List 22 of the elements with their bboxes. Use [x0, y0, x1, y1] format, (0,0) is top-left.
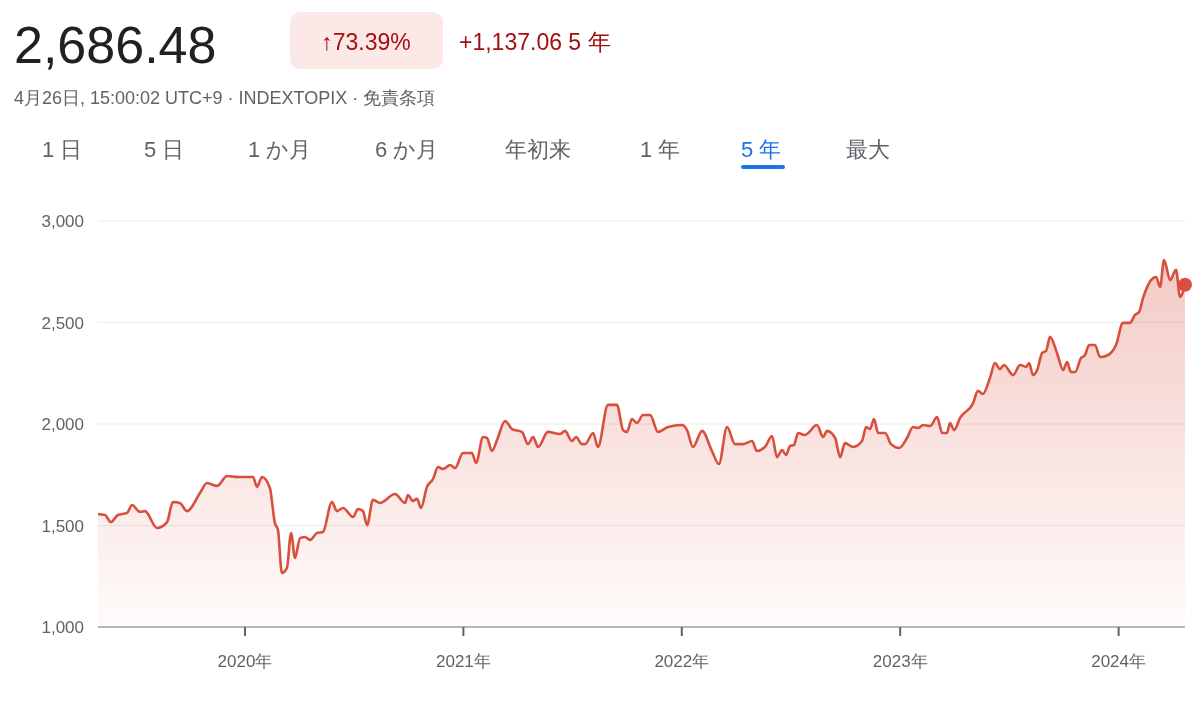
y-tick-label: 2,500: [41, 313, 84, 333]
text: 1 か月: [248, 137, 312, 162]
text: ↑73.39%: [321, 29, 411, 55]
text: 6 か月: [375, 137, 439, 162]
text: +1,137.06 5 年: [459, 29, 611, 55]
y-tick-label: 3,000: [41, 212, 84, 231]
x-tick-label: 2024年: [1091, 652, 1147, 671]
x-tick-label: 2022年: [654, 652, 710, 671]
chart-subtitle: 4月26日, 15:00:02 UTC+9 · INDEXTOPIX · 免責条項: [14, 88, 436, 108]
text: 年初来: [505, 137, 571, 162]
text: 最大: [846, 137, 890, 162]
text: 5 日: [144, 137, 185, 162]
text: 5 年: [741, 137, 782, 162]
y-tick-label: 1,000: [41, 618, 84, 637]
x-tick-label: 2020年: [217, 652, 273, 671]
x-tick-label: 2021年: [435, 652, 491, 671]
y-tick-label: 2,000: [41, 415, 84, 434]
x-tick-label: 2023年: [872, 652, 928, 671]
chart-title: 2,686.48: [14, 16, 217, 74]
y-tick-label: 1,500: [41, 516, 84, 536]
text: 1 年: [640, 137, 681, 162]
text: 1 日: [42, 137, 83, 162]
